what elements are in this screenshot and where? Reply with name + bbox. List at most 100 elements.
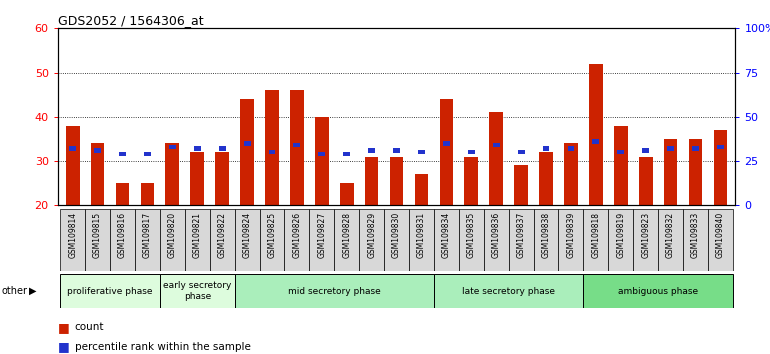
Bar bbox=[194, 147, 201, 151]
Bar bbox=[509, 209, 534, 271]
Bar bbox=[240, 99, 254, 205]
Bar bbox=[110, 209, 135, 271]
Bar bbox=[85, 209, 110, 271]
Bar bbox=[94, 148, 101, 153]
Bar bbox=[293, 143, 300, 147]
Bar bbox=[243, 141, 250, 145]
Bar bbox=[209, 209, 235, 271]
Bar bbox=[91, 143, 105, 205]
Bar bbox=[459, 209, 484, 271]
Text: ▶: ▶ bbox=[29, 286, 37, 296]
Bar bbox=[219, 147, 226, 151]
Bar bbox=[116, 183, 129, 205]
Bar bbox=[418, 150, 425, 154]
Bar bbox=[717, 145, 724, 149]
Bar bbox=[409, 209, 434, 271]
Bar bbox=[235, 209, 259, 271]
Text: mid secretory phase: mid secretory phase bbox=[288, 287, 380, 296]
Bar bbox=[584, 209, 608, 271]
Bar bbox=[592, 139, 599, 144]
Bar bbox=[144, 152, 151, 156]
Bar bbox=[119, 152, 126, 156]
Text: GSM109822: GSM109822 bbox=[218, 212, 226, 258]
Bar bbox=[514, 166, 528, 205]
Bar bbox=[284, 209, 310, 271]
Text: percentile rank within the sample: percentile rank within the sample bbox=[75, 342, 250, 352]
Bar bbox=[443, 141, 450, 145]
Text: GSM109826: GSM109826 bbox=[293, 212, 301, 258]
Bar bbox=[235, 274, 434, 308]
Bar bbox=[414, 175, 428, 205]
Bar bbox=[390, 156, 403, 205]
Text: GSM109816: GSM109816 bbox=[118, 212, 127, 258]
Bar bbox=[166, 143, 179, 205]
Bar bbox=[608, 209, 633, 271]
Bar bbox=[359, 209, 384, 271]
Text: GSM109819: GSM109819 bbox=[616, 212, 625, 258]
Bar bbox=[567, 147, 574, 151]
Bar bbox=[190, 152, 204, 205]
Text: GSM109823: GSM109823 bbox=[641, 212, 650, 258]
Bar bbox=[642, 148, 649, 153]
Bar bbox=[688, 139, 702, 205]
Text: GSM109835: GSM109835 bbox=[467, 212, 476, 258]
Bar bbox=[614, 126, 628, 205]
Text: proliferative phase: proliferative phase bbox=[67, 287, 152, 296]
Bar bbox=[434, 274, 584, 308]
Text: GSM109821: GSM109821 bbox=[192, 212, 202, 258]
Text: GSM109828: GSM109828 bbox=[342, 212, 351, 258]
Text: GSM109825: GSM109825 bbox=[267, 212, 276, 258]
Text: GSM109839: GSM109839 bbox=[567, 212, 575, 258]
Bar bbox=[468, 150, 475, 154]
Bar bbox=[265, 90, 279, 205]
Bar bbox=[667, 147, 674, 151]
Bar bbox=[393, 148, 400, 153]
Text: GSM109814: GSM109814 bbox=[69, 212, 77, 258]
Text: GSM109834: GSM109834 bbox=[442, 212, 451, 258]
Text: GSM109824: GSM109824 bbox=[243, 212, 252, 258]
Bar bbox=[384, 209, 409, 271]
Bar bbox=[310, 209, 334, 271]
Bar bbox=[318, 152, 325, 156]
Bar bbox=[708, 209, 733, 271]
Bar bbox=[69, 147, 76, 151]
Bar bbox=[141, 183, 154, 205]
Bar bbox=[484, 209, 509, 271]
Text: ■: ■ bbox=[58, 341, 69, 353]
Text: other: other bbox=[2, 286, 28, 296]
Bar bbox=[185, 209, 209, 271]
Bar bbox=[683, 209, 708, 271]
Bar bbox=[169, 145, 176, 149]
Text: GSM109838: GSM109838 bbox=[541, 212, 551, 258]
Text: late secretory phase: late secretory phase bbox=[462, 287, 555, 296]
Bar bbox=[534, 209, 558, 271]
Bar bbox=[135, 209, 160, 271]
Bar bbox=[490, 113, 503, 205]
Text: GSM109832: GSM109832 bbox=[666, 212, 675, 258]
Bar bbox=[160, 274, 235, 308]
Bar bbox=[66, 126, 79, 205]
Bar bbox=[564, 143, 578, 205]
Bar bbox=[714, 130, 727, 205]
Bar bbox=[517, 150, 524, 154]
Text: early secretory
phase: early secretory phase bbox=[163, 281, 232, 301]
Bar bbox=[493, 143, 500, 147]
Bar bbox=[440, 99, 454, 205]
Bar bbox=[259, 209, 284, 271]
Bar bbox=[269, 150, 276, 154]
Bar bbox=[334, 209, 359, 271]
Bar bbox=[343, 152, 350, 156]
Bar bbox=[692, 147, 699, 151]
Bar bbox=[60, 209, 85, 271]
Bar bbox=[60, 274, 160, 308]
Text: GSM109830: GSM109830 bbox=[392, 212, 401, 258]
Bar bbox=[340, 183, 353, 205]
Bar bbox=[365, 156, 379, 205]
Text: ambiguous phase: ambiguous phase bbox=[618, 287, 698, 296]
Bar bbox=[589, 64, 603, 205]
Text: GSM109829: GSM109829 bbox=[367, 212, 376, 258]
Bar bbox=[368, 148, 375, 153]
Bar bbox=[639, 156, 652, 205]
Bar bbox=[315, 117, 329, 205]
Text: GSM109820: GSM109820 bbox=[168, 212, 177, 258]
